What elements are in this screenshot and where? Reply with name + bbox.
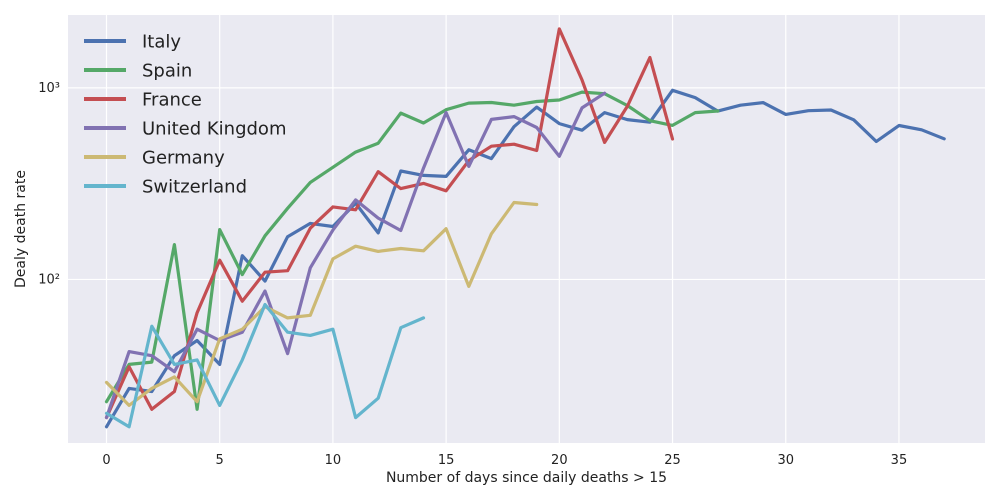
legend-label-germany: Germany: [142, 148, 225, 169]
x-tick-label: 15: [438, 453, 455, 468]
y-tick-label: 10³: [38, 81, 60, 96]
series-line-spain: [104, 90, 720, 411]
legend: Italy Spain France United Kingdom Germany Swi…: [84, 32, 286, 198]
x-tick-label: 35: [891, 453, 908, 468]
x-tick-label: 10: [325, 453, 342, 468]
y-axis-label: Dealy death rate: [13, 170, 29, 288]
legend-label-united-kingdom: United Kingdom: [142, 119, 286, 140]
legend-label-italy: Italy: [142, 32, 181, 53]
series-line-germany: [104, 200, 539, 407]
y-tick-label: 10²: [38, 272, 60, 287]
series-line-united-kingdom: [104, 91, 607, 420]
x-tick-label: 25: [664, 453, 681, 468]
y-axis-ticks: 10² 10³: [38, 81, 60, 288]
x-axis-ticks: 0 5 10 15 20 25 30 35: [102, 453, 907, 468]
series-line-france: [104, 27, 675, 420]
series-line-switzerland: [104, 302, 426, 429]
x-tick-label: 0: [102, 453, 110, 468]
legend-label-switzerland: Switzerland: [142, 177, 247, 198]
legend-label-france: France: [142, 90, 202, 111]
x-tick-label: 30: [777, 453, 794, 468]
x-axis-label: Number of days since daily deaths > 15: [386, 470, 667, 486]
series-line-italy: [104, 88, 946, 429]
x-tick-label: 20: [551, 453, 568, 468]
x-tick-label: 5: [216, 453, 224, 468]
legend-label-spain: Spain: [142, 61, 192, 82]
series-layer: [104, 27, 946, 429]
